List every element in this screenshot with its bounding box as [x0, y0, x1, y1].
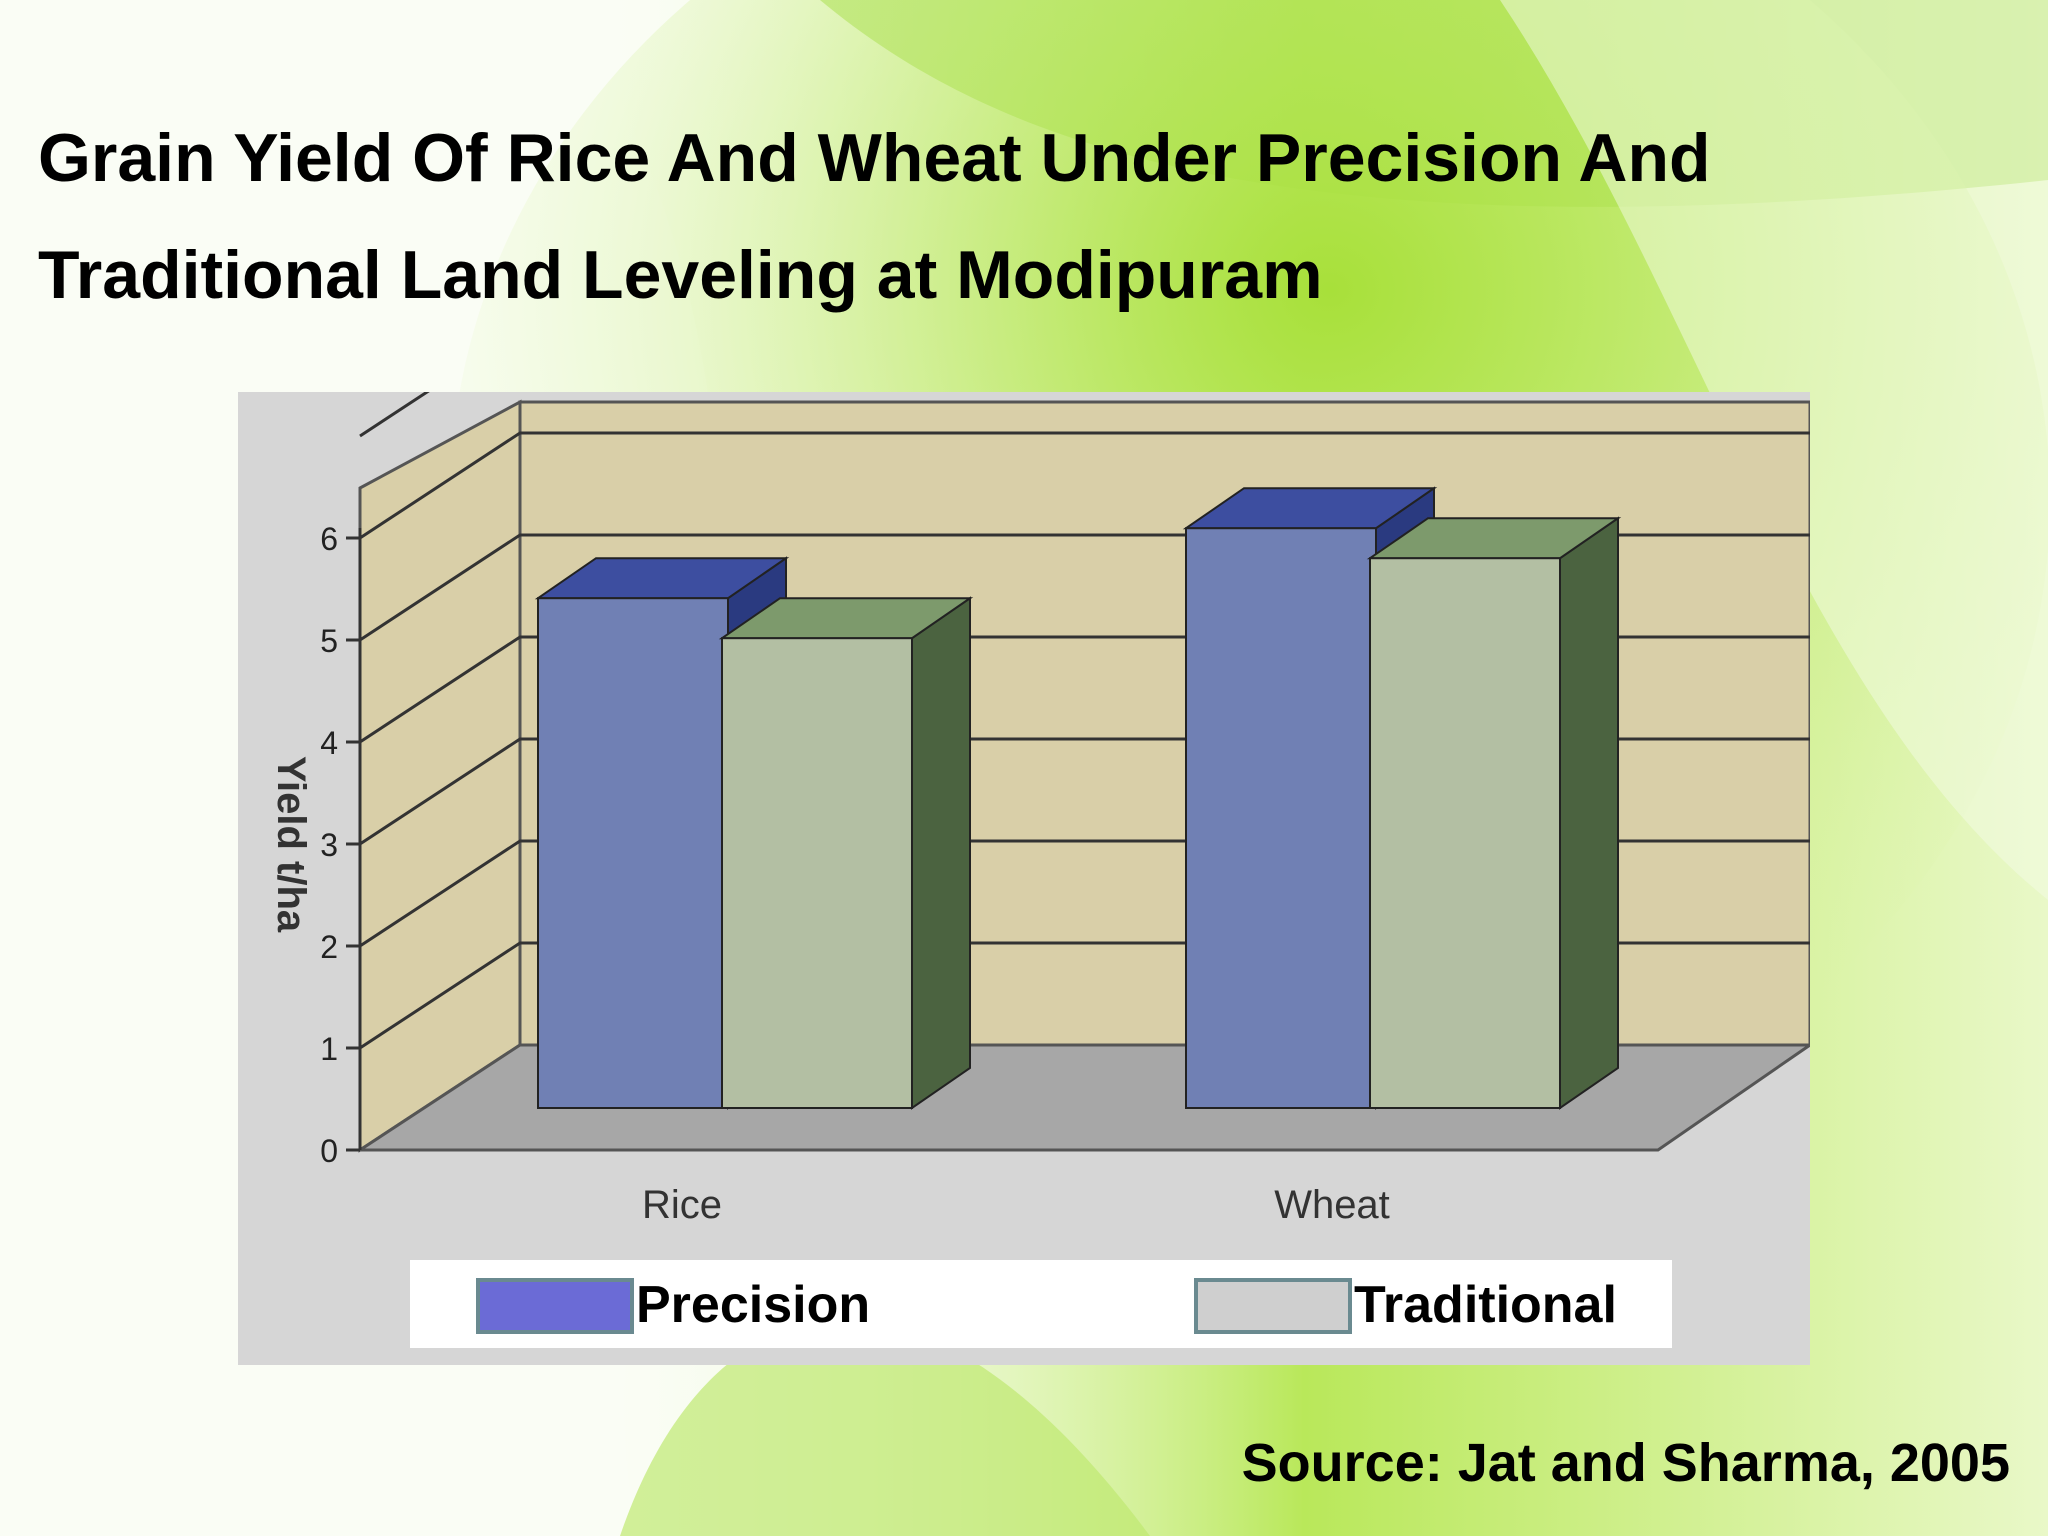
chart-side-wall: [358, 399, 522, 1153]
legend-swatch-traditional: [1194, 1278, 1352, 1334]
x-tick-label: Wheat: [1274, 1183, 1390, 1227]
slide-title: Grain Yield Of Rice And Wheat Under Prec…: [38, 100, 1998, 334]
bar-side: [1559, 516, 1619, 1110]
legend-swatch-precision: [476, 1278, 634, 1334]
y-tick-label: 5: [320, 623, 338, 659]
gridline: [359, 431, 1810, 540]
chart-legend: Precision Traditional: [410, 1260, 1672, 1348]
bar-traditional-wheat: [1366, 516, 1622, 1110]
y-tick-label: 4: [320, 725, 338, 761]
bar-front: [537, 597, 729, 1109]
bar-front: [721, 637, 913, 1110]
y-axis-label: Yield t/ha: [269, 756, 313, 933]
legend-label-traditional: Traditional: [1354, 1276, 1617, 1334]
bar-front: [1185, 527, 1377, 1109]
source-citation: Source: Jat and Sharma, 2005: [1241, 1433, 2010, 1493]
bar-side: [911, 596, 971, 1110]
y-tick-label: 3: [320, 827, 338, 863]
bar-front: [1369, 557, 1561, 1110]
y-tick-label: 1: [320, 1031, 338, 1067]
gridline: [359, 392, 430, 438]
y-tick-label: 6: [320, 521, 338, 557]
y-tick-label: 0: [320, 1133, 338, 1169]
title-line-2: Traditional Land Leveling at Modipuram: [38, 237, 1323, 313]
x-tick-label: Rice: [642, 1183, 722, 1227]
bar-chart: 0 1 2 3 4 5 6 Yield t/ha Rice Wheat Precision Tradi…: [238, 392, 1810, 1365]
y-tick-label: 2: [320, 929, 338, 965]
title-line-1: Grain Yield Of Rice And Wheat Under Prec…: [38, 120, 1711, 196]
legend-label-precision: Precision: [636, 1276, 870, 1334]
chart-canvas: 0 1 2 3 4 5 6 Yield t/ha Rice Wheat Precision Tradi…: [238, 392, 1810, 1365]
bar-traditional-rice: [718, 596, 974, 1110]
